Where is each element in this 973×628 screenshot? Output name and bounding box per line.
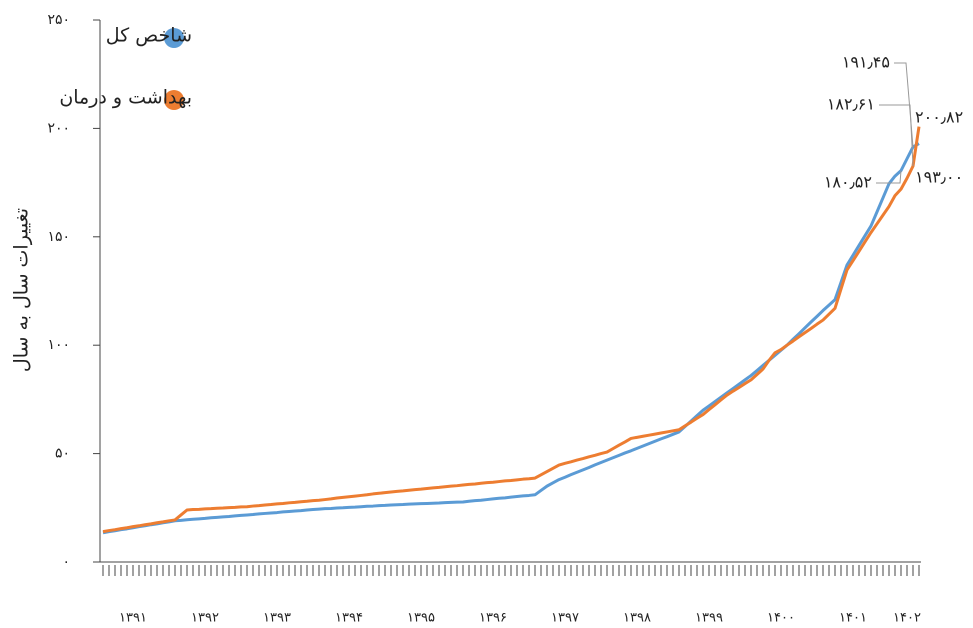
x-tick-label: ۱۳۹۶ <box>479 611 507 626</box>
x-tick-label: ۱۳۹۸ <box>623 611 651 626</box>
series-line <box>102 126 921 534</box>
x-tick-label: ۱۳۹۴ <box>335 611 363 626</box>
y-tick-label: ۲۰۰ <box>47 120 70 136</box>
y-tick-label: ۱۰۰ <box>47 337 70 353</box>
data-label: ۱۹۳٫۰۰ <box>915 168 963 187</box>
y-tick-label: ۱۵۰ <box>47 229 70 245</box>
y-axis-label: تغییرات سال به سال <box>11 208 33 372</box>
leader-line <box>879 104 914 167</box>
x-tick-label: ۱۳۹۱ <box>119 611 147 626</box>
x-tick-label: ۱۳۹۲ <box>191 611 219 626</box>
data-label: ۱۹۱٫۴۵ <box>842 53 890 72</box>
data-label: ۱۸۲٫۶۱ <box>827 95 875 114</box>
x-tick-label: ۱۳۹۹ <box>695 611 723 626</box>
leader-line <box>876 170 902 184</box>
x-tick-label: ۱۴۰۰ <box>767 611 795 626</box>
legend-label: بهداشت و درمان <box>59 87 192 109</box>
x-tick-label: ۱۳۹۷ <box>551 611 579 626</box>
data-label: ۲۰۰٫۸۲ <box>915 108 963 127</box>
x-tick-label: ۱۳۹۳ <box>263 611 291 626</box>
y-tick-label: ٠ <box>62 554 70 570</box>
legend-swatch <box>164 28 184 48</box>
y-tick-label: ۵۰ <box>55 446 70 462</box>
x-tick-label: ۱۴۰۱ <box>839 611 867 626</box>
y-tick-label: ۲۵۰ <box>47 12 70 28</box>
x-tick-label: ۱۴۰۲ <box>893 611 921 626</box>
data-label: ۱۸۰٫۵۲ <box>824 173 872 192</box>
legend-label: شاخص کل <box>106 25 192 47</box>
x-tick-label: ۱۳۹۵ <box>407 611 435 626</box>
legend-swatch <box>164 90 184 110</box>
